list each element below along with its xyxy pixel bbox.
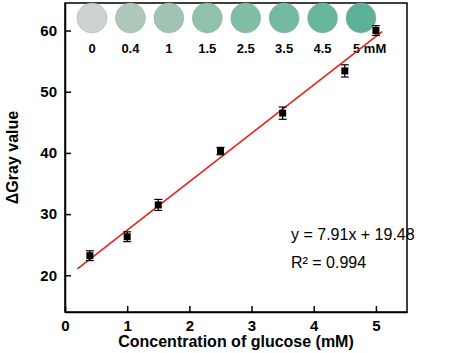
x-tick-label: 0 bbox=[61, 317, 69, 334]
x-tick-label: 5 bbox=[372, 317, 380, 334]
data-point bbox=[155, 201, 162, 208]
error-bar bbox=[123, 232, 131, 242]
inset-label: 5 mM bbox=[353, 41, 386, 56]
error-bar bbox=[372, 26, 380, 36]
error-bar bbox=[154, 199, 162, 210]
x-tick-label: 1 bbox=[124, 317, 132, 334]
inset-well bbox=[154, 3, 184, 33]
x-tick: 3 bbox=[248, 306, 256, 334]
inset-well bbox=[346, 3, 376, 33]
y-axis-line bbox=[65, 4, 67, 313]
x-tick-mark bbox=[313, 306, 315, 312]
data-point bbox=[372, 27, 379, 34]
inset-well bbox=[115, 3, 145, 33]
x-tick-label: 2 bbox=[186, 317, 194, 334]
inset: 0 0.4 1 1.5 2.5 3.5 4.5 5 mM bbox=[77, 3, 386, 56]
x-tick-label: 3 bbox=[248, 317, 256, 334]
inset-well bbox=[77, 3, 107, 33]
x-tick: 4 bbox=[310, 306, 319, 334]
y-tick-mark bbox=[65, 275, 71, 277]
error-bar bbox=[341, 65, 349, 77]
x-tick: 2 bbox=[186, 306, 194, 334]
error-bar-cap bbox=[154, 210, 162, 211]
inset-label: 1 bbox=[165, 41, 172, 56]
y-tick-label: 30 bbox=[40, 205, 57, 222]
inset-label: 1.5 bbox=[198, 41, 216, 56]
data-point bbox=[279, 110, 286, 117]
x-axis: 0 1 2 3 4 5 bbox=[61, 306, 407, 334]
inset-well bbox=[308, 3, 338, 33]
x-axis-line bbox=[66, 312, 408, 314]
y-tick-mark bbox=[65, 30, 71, 32]
error-bar-cap bbox=[341, 76, 349, 77]
data-point bbox=[341, 67, 348, 74]
y-axis-title: ΔGray value bbox=[4, 111, 21, 204]
inset-label: 2.5 bbox=[237, 41, 255, 56]
y-tick-label: 50 bbox=[40, 83, 57, 100]
y-tick: 20 bbox=[40, 267, 71, 284]
y-tick-mark bbox=[65, 153, 71, 155]
error-bar bbox=[279, 107, 287, 119]
inset-label: 3.5 bbox=[275, 41, 293, 56]
error-bar-cap bbox=[154, 199, 162, 200]
inset-label: 0 bbox=[88, 41, 95, 56]
y-tick: 30 bbox=[40, 205, 71, 222]
error-bar-cap bbox=[86, 260, 94, 261]
x-axis-title: Concentration of glucose (mM) bbox=[118, 333, 354, 350]
error-bar-cap bbox=[123, 241, 131, 242]
error-bar-cap bbox=[341, 64, 349, 65]
y-tick-mark bbox=[65, 214, 71, 216]
annotation: R² = 0.994 bbox=[291, 254, 366, 271]
data-point bbox=[217, 148, 224, 155]
plot: 0 1 2 3 4 5 20 30 40 50 60 0 0.4 1 1.5 2.5 3.5 4.5 5 mM y =… bbox=[40, 3, 414, 334]
error-bar bbox=[86, 251, 94, 261]
y-axis: 20 30 40 50 60 bbox=[40, 4, 71, 313]
x-tick-label: 4 bbox=[310, 317, 319, 334]
y-tick: 60 bbox=[40, 22, 71, 39]
inset-label: 4.5 bbox=[314, 41, 332, 56]
error-bar-cap bbox=[372, 25, 380, 26]
x-tick: 5 bbox=[372, 306, 380, 334]
y-tick: 40 bbox=[40, 144, 71, 161]
x-tick-mark bbox=[189, 306, 191, 312]
y-tick-label: 20 bbox=[40, 267, 57, 284]
x-tick: 1 bbox=[124, 306, 132, 334]
error-bar-cap bbox=[123, 231, 131, 232]
inset-well bbox=[192, 3, 222, 33]
y-tick-mark bbox=[65, 91, 71, 93]
inset-well bbox=[231, 3, 261, 33]
error-bar bbox=[216, 147, 224, 154]
y-tick-label: 40 bbox=[40, 144, 57, 161]
chart: 0 1 2 3 4 5 20 30 40 50 60 0 0.4 1 1.5 2.5 3.5 4.5 5 mM y =… bbox=[0, 0, 474, 353]
error-bar-cap bbox=[279, 119, 287, 120]
x-tick-mark bbox=[376, 306, 378, 312]
inset-well bbox=[269, 3, 299, 33]
error-bar-cap bbox=[372, 35, 380, 36]
y-tick: 50 bbox=[40, 83, 71, 100]
inset-label: 0.4 bbox=[121, 41, 140, 56]
x-tick-mark bbox=[251, 306, 253, 312]
plot-frame bbox=[65, 3, 407, 312]
y-tick-label: 60 bbox=[40, 22, 57, 39]
annotation: y = 7.91x + 19.48 bbox=[291, 226, 415, 243]
error-bar-cap bbox=[86, 250, 94, 251]
error-bar-cap bbox=[279, 106, 287, 107]
data-point bbox=[124, 233, 131, 240]
x-tick-mark bbox=[127, 306, 129, 312]
data-point bbox=[86, 252, 93, 259]
